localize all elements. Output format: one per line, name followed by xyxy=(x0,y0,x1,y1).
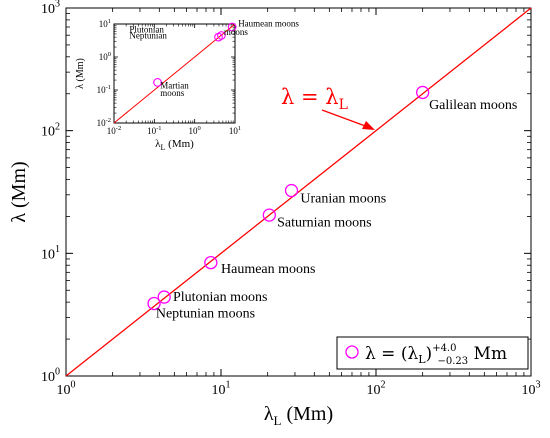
data-point xyxy=(204,255,218,270)
y-tick-label: 101 xyxy=(41,244,60,262)
point-label: Neptunian moons xyxy=(156,306,255,321)
y-tick-label: 100 xyxy=(41,367,60,385)
x-tick-label: 103 xyxy=(521,380,540,398)
annotation-arrow-head xyxy=(362,121,375,130)
inset-point-label: Neptunian xyxy=(129,31,167,41)
inset-y-tick-label: 10-1 xyxy=(97,84,111,95)
inset-data-point xyxy=(153,78,162,87)
y-axis-title: λ (Mm) xyxy=(8,161,30,222)
data-point xyxy=(262,208,276,222)
point-label: Haumean moons xyxy=(221,262,315,277)
inset-point-label: Haumean moons xyxy=(238,19,299,29)
y-tick-label: 102 xyxy=(41,121,60,139)
inset-x-tick-label: 101 xyxy=(229,125,241,136)
x-tick-label: 102 xyxy=(366,380,385,398)
inset-y-axis-title: λ (Mm) xyxy=(75,58,86,89)
x-tick-label: 100 xyxy=(56,380,75,398)
inset-x-tick-label: 100 xyxy=(189,125,201,136)
y-tick-label: 103 xyxy=(41,0,60,17)
data-point xyxy=(284,183,299,198)
data-point xyxy=(157,290,171,304)
inset-point-label: Plutonian xyxy=(129,24,164,34)
inset-equality-line xyxy=(113,23,236,124)
inset-y-tick-label: 101 xyxy=(99,18,111,29)
plot-frame xyxy=(65,7,532,377)
inset-x-tick-label: 10-1 xyxy=(147,125,161,136)
point-label: Galilean moons xyxy=(429,98,517,113)
point-label: Uranian moons xyxy=(300,191,386,206)
equation-annotation: λ = λL xyxy=(281,85,348,113)
inset-y-tick-label: 100 xyxy=(99,51,111,62)
inset-chart: 10-2 10-1 100 101 10-2 10-1 100 101 Haumean moon… xyxy=(75,18,299,152)
point-label: Saturnian moons xyxy=(277,216,372,231)
data-point xyxy=(416,85,430,100)
equality-line xyxy=(65,7,532,377)
inset-x-tick-label: 10-2 xyxy=(107,125,121,136)
inset-data-point xyxy=(227,22,237,32)
inset-point-label: moons xyxy=(224,27,249,37)
inset-y-tick-label: 10-2 xyxy=(97,117,111,128)
inset-point-label: Martian xyxy=(160,81,189,91)
annotation-arrow-shaft xyxy=(321,109,369,128)
legend-label: λ = (λL)+4.0 −0.23 Mm xyxy=(365,343,507,367)
x-axis-title: λL (Mm) xyxy=(264,403,333,428)
inset-x-axis-title: λL (Mm) xyxy=(155,138,194,152)
point-label: Plutonian moons xyxy=(173,290,268,305)
inset-point-label: moons xyxy=(160,88,185,98)
legend-marker xyxy=(345,345,359,359)
legend-box xyxy=(336,336,529,370)
inset-data-point xyxy=(217,31,226,40)
x-tick-label: 101 xyxy=(211,380,230,398)
data-point xyxy=(147,296,161,311)
